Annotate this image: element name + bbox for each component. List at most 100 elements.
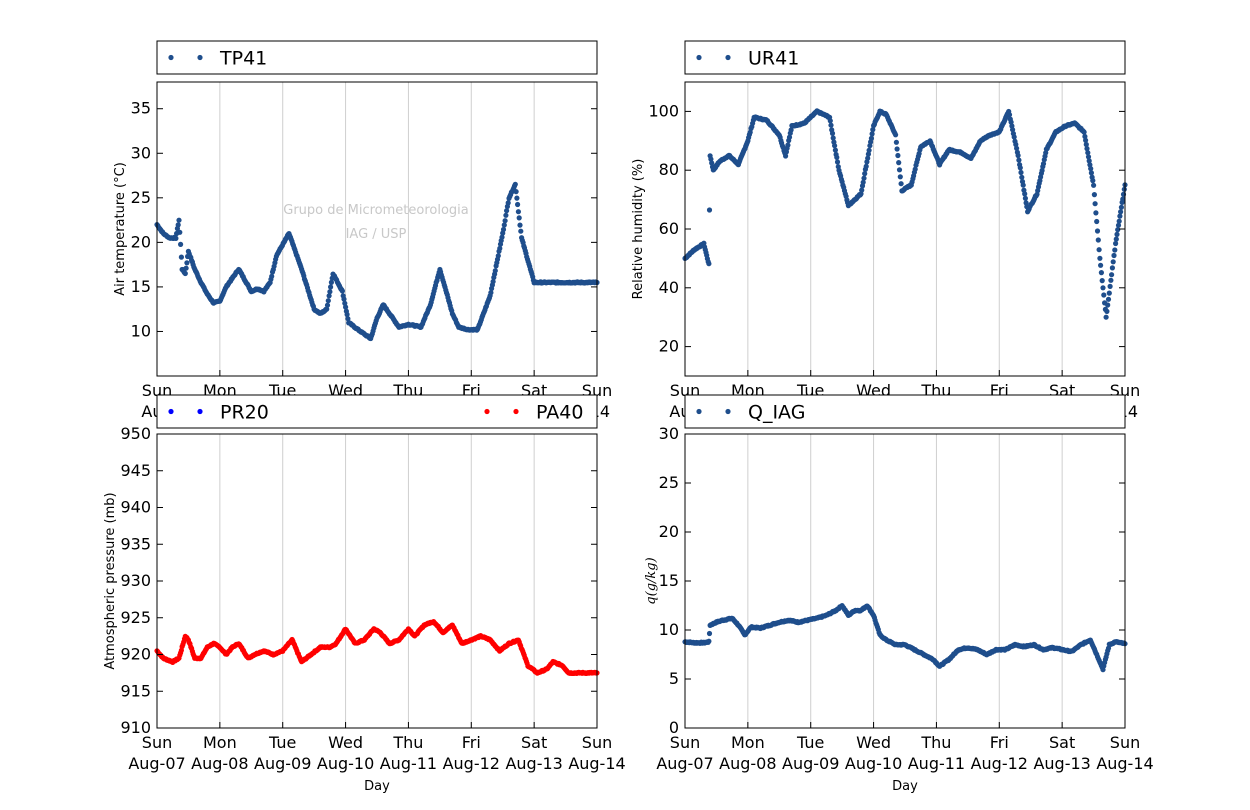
x-tick-label-date: Aug-09 [782, 754, 839, 773]
data-point [863, 163, 869, 169]
data-point [865, 155, 871, 161]
data-point [1083, 137, 1089, 143]
data-point [708, 156, 714, 162]
y-tick-label: 60 [659, 219, 679, 238]
legend-marker [513, 408, 519, 415]
data-point [834, 154, 840, 160]
legend-marker [168, 54, 174, 61]
y-tick-label: 935 [120, 534, 151, 553]
legend-marker [725, 54, 731, 61]
data-point [1006, 112, 1013, 118]
y-axis-label: Air temperature (°C) [113, 162, 128, 296]
y-tick-label: 20 [659, 337, 679, 356]
data-point [490, 279, 496, 285]
data-point [1118, 209, 1124, 215]
data-point [1085, 150, 1091, 156]
data-point [1018, 169, 1024, 176]
data-point [1011, 134, 1017, 140]
y-tick-label: 930 [120, 571, 151, 590]
y-axis-label: Atmospheric pressure (mb) [103, 492, 118, 669]
chart-panel-q_iag: 0 5 10 15 20 25 30 Sun Aug-07 Mon Aug-08 Tue Aug-09 W… [644, 424, 1154, 794]
x-tick-label-day: Thu [392, 733, 423, 752]
data-point [1019, 174, 1025, 180]
data-point [869, 131, 875, 137]
data-point [517, 222, 523, 228]
x-tick-label-date: Aug-08 [719, 754, 776, 773]
data-point [1094, 228, 1101, 234]
x-tick-label-day: Fri [462, 733, 481, 752]
legend-marker [696, 408, 702, 415]
legend-q_iag: Q_IAG [684, 394, 1126, 429]
data-point [1099, 278, 1105, 284]
y-tick-label: 20 [131, 232, 151, 251]
y-tick-label: 940 [120, 498, 151, 517]
data-point [1084, 146, 1090, 152]
data-point [1109, 265, 1115, 271]
data-point [834, 159, 841, 165]
data-point [184, 260, 190, 266]
data-point [183, 265, 189, 271]
data-point [343, 304, 349, 310]
data-point [505, 200, 511, 206]
data-point [1096, 247, 1102, 253]
data-point [1103, 314, 1109, 320]
data-point [325, 298, 331, 304]
data-point [495, 253, 501, 259]
data-point [1105, 302, 1111, 308]
legend-marker [484, 408, 490, 415]
data-point [501, 222, 507, 228]
x-tick-label-day: Sun [582, 733, 612, 752]
data-point [786, 134, 793, 140]
data-point [1113, 240, 1119, 247]
data-point [502, 218, 508, 224]
x-tick-label-date: Aug-12 [443, 754, 500, 773]
x-tick-label-date: Aug-07 [656, 754, 713, 773]
data-point [344, 311, 350, 318]
data-point [897, 174, 903, 180]
data-point [1115, 222, 1122, 228]
data-point [1040, 161, 1047, 167]
data-point [1022, 195, 1028, 201]
y-tick-label: 80 [659, 160, 679, 179]
x-tick-label-day: Tue [796, 733, 824, 752]
data-point [827, 118, 833, 124]
data-point [1010, 127, 1016, 133]
x-tick-label-date: Aug-10 [317, 754, 374, 773]
data-point [1100, 285, 1106, 291]
data-point [896, 160, 902, 166]
data-point [828, 122, 834, 128]
chart-panel-tp41: 101520253035SunAugMonTueWedThuFriSatSun-… [113, 81, 612, 421]
data-point [512, 181, 518, 187]
legend-marker [168, 408, 174, 415]
data-point [1106, 290, 1112, 296]
x-tick-label-date: Aug-11 [380, 754, 437, 773]
data-point [1017, 165, 1023, 171]
data-point [514, 195, 520, 201]
data-point [499, 234, 505, 240]
series-q_iag [682, 603, 1128, 673]
data-point [896, 167, 903, 173]
data-point [504, 208, 510, 214]
data-point [1118, 204, 1124, 210]
data-point [706, 630, 713, 637]
data-point [488, 290, 494, 296]
data-point [1116, 218, 1122, 224]
data-point [500, 226, 507, 233]
x-tick-label-day: Sun [670, 733, 700, 752]
data-point [177, 229, 183, 235]
x-tick-label-date: Aug-14 [568, 754, 625, 773]
y-tick-label: 30 [131, 143, 151, 162]
data-point [513, 189, 519, 195]
data-point [326, 293, 332, 299]
legend-marker [197, 54, 203, 61]
data-point [1112, 247, 1118, 253]
y-axis-label: q(g/kg) [644, 557, 659, 604]
data-point [1016, 157, 1022, 163]
y-tick-label: 25 [131, 188, 151, 207]
x-tick-label-date: Aug-13 [1033, 754, 1090, 773]
y-tick-label: 915 [120, 681, 151, 700]
y-tick-label: 100 [648, 101, 679, 120]
watermark-text: IAG / USP [346, 227, 407, 242]
y-tick-label: 925 [120, 608, 151, 627]
x-tick-label-date: Aug-10 [845, 754, 902, 773]
